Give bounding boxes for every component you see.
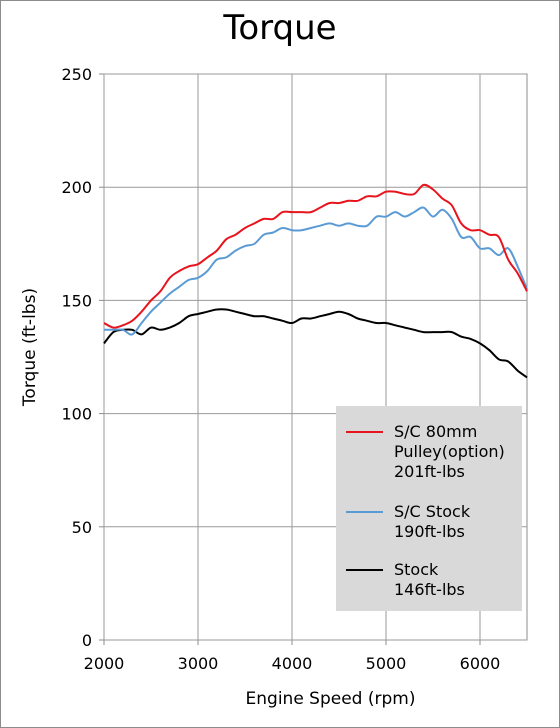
series-line-sc-stock: [103, 206, 528, 336]
legend-label: S/C 80mm: [394, 422, 477, 441]
y-tick-label: 250: [61, 65, 92, 84]
series-line-sc-80mm-pulley: [103, 183, 528, 329]
legend-label: 201ft-lbs: [394, 462, 465, 481]
legend-label: Stock: [394, 560, 439, 579]
x-tick-label: 5000: [366, 654, 407, 673]
legend-label: S/C Stock: [394, 502, 471, 521]
y-tick-label: 50: [72, 518, 92, 537]
y-tick-label: 100: [61, 405, 92, 424]
legend-label: 190ft-lbs: [394, 522, 465, 541]
legend-box: [336, 406, 522, 611]
y-tick-label: 200: [61, 178, 92, 197]
legend-label: 146ft-lbs: [394, 580, 465, 599]
x-tick-label: 4000: [272, 654, 313, 673]
y-axis-label: Torque (ft-lbs): [20, 288, 40, 407]
x-axis-label: Engine Speed (rpm): [246, 689, 416, 709]
x-tick-label: 6000: [460, 654, 501, 673]
series-line-stock: [103, 308, 528, 379]
x-tick-label: 3000: [178, 654, 219, 673]
legend-label: Pulley(option): [394, 442, 505, 461]
chart-title: Torque: [223, 8, 337, 48]
y-tick-label: 0: [82, 631, 92, 650]
y-tick-label: 150: [61, 291, 92, 310]
x-tick-label: 2000: [84, 654, 125, 673]
